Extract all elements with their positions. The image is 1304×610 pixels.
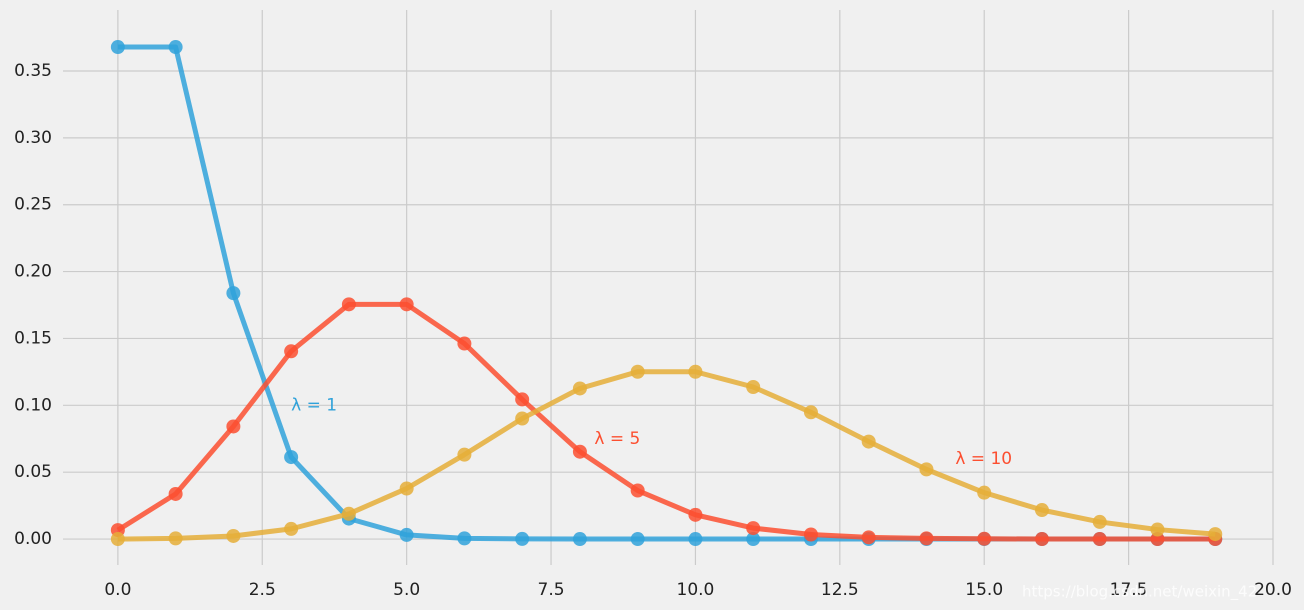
point [1150, 522, 1165, 537]
series-line [117, 369, 1216, 542]
point [977, 485, 992, 500]
point [515, 411, 530, 426]
point [688, 532, 703, 547]
y-tick-label: 0.20 [14, 262, 52, 282]
point [226, 528, 241, 543]
point [1092, 532, 1107, 547]
point [919, 462, 934, 477]
point [572, 444, 587, 459]
x-tick-label: 15.0 [965, 580, 1003, 600]
point [630, 364, 645, 379]
point [226, 286, 241, 301]
point [572, 381, 587, 396]
point [457, 336, 472, 351]
watermark: https://blog.csdn.net/weixin_42 [1022, 583, 1257, 602]
point [1092, 514, 1107, 529]
point [399, 481, 414, 496]
point [515, 392, 530, 407]
point [630, 483, 645, 498]
point [399, 527, 414, 542]
x-tick-label: 7.5 [538, 580, 565, 600]
y-tick-label: 0.00 [14, 529, 52, 549]
point [1034, 532, 1049, 547]
point [919, 531, 934, 546]
point [572, 532, 587, 547]
point [861, 434, 876, 449]
point [1034, 503, 1049, 518]
y-tick-label: 0.25 [14, 195, 52, 215]
point [457, 531, 472, 546]
y-tick-label: 0.05 [14, 462, 52, 482]
x-tick-label: 20.0 [1254, 580, 1292, 600]
point [341, 297, 356, 312]
y-tick-label: 0.30 [14, 128, 52, 148]
point [977, 531, 992, 546]
x-tick-label: 0.0 [104, 580, 131, 600]
point [457, 447, 472, 462]
annotation: λ = 10 [955, 449, 1012, 469]
x-tick-label: 17.5 [1110, 580, 1148, 600]
point [110, 40, 125, 55]
point [168, 486, 183, 501]
point [746, 532, 761, 547]
y-tick-label: 0.35 [14, 61, 52, 81]
x-tick-label: 12.5 [821, 580, 859, 600]
x-tick-label: 5.0 [393, 580, 420, 600]
x-tick-label: 2.5 [249, 580, 276, 600]
series-line [116, 301, 1216, 542]
point [226, 419, 241, 434]
point [688, 364, 703, 379]
point [861, 530, 876, 545]
point [630, 532, 645, 547]
point [746, 379, 761, 394]
point [341, 506, 356, 521]
point [168, 40, 183, 55]
point [803, 527, 818, 542]
point [168, 531, 183, 546]
point [688, 507, 703, 522]
point [284, 450, 299, 465]
point [746, 521, 761, 536]
y-tick-label: 0.10 [14, 395, 52, 415]
point [803, 405, 818, 420]
point [284, 521, 299, 536]
point [284, 344, 299, 359]
point [1208, 527, 1223, 542]
point [110, 532, 125, 547]
annotation: λ = 1 [291, 395, 337, 415]
y-tick-label: 0.15 [14, 328, 52, 348]
point [399, 297, 414, 312]
x-tick-label: 10.0 [677, 580, 715, 600]
point [515, 531, 530, 546]
annotation: λ = 5 [594, 429, 640, 449]
